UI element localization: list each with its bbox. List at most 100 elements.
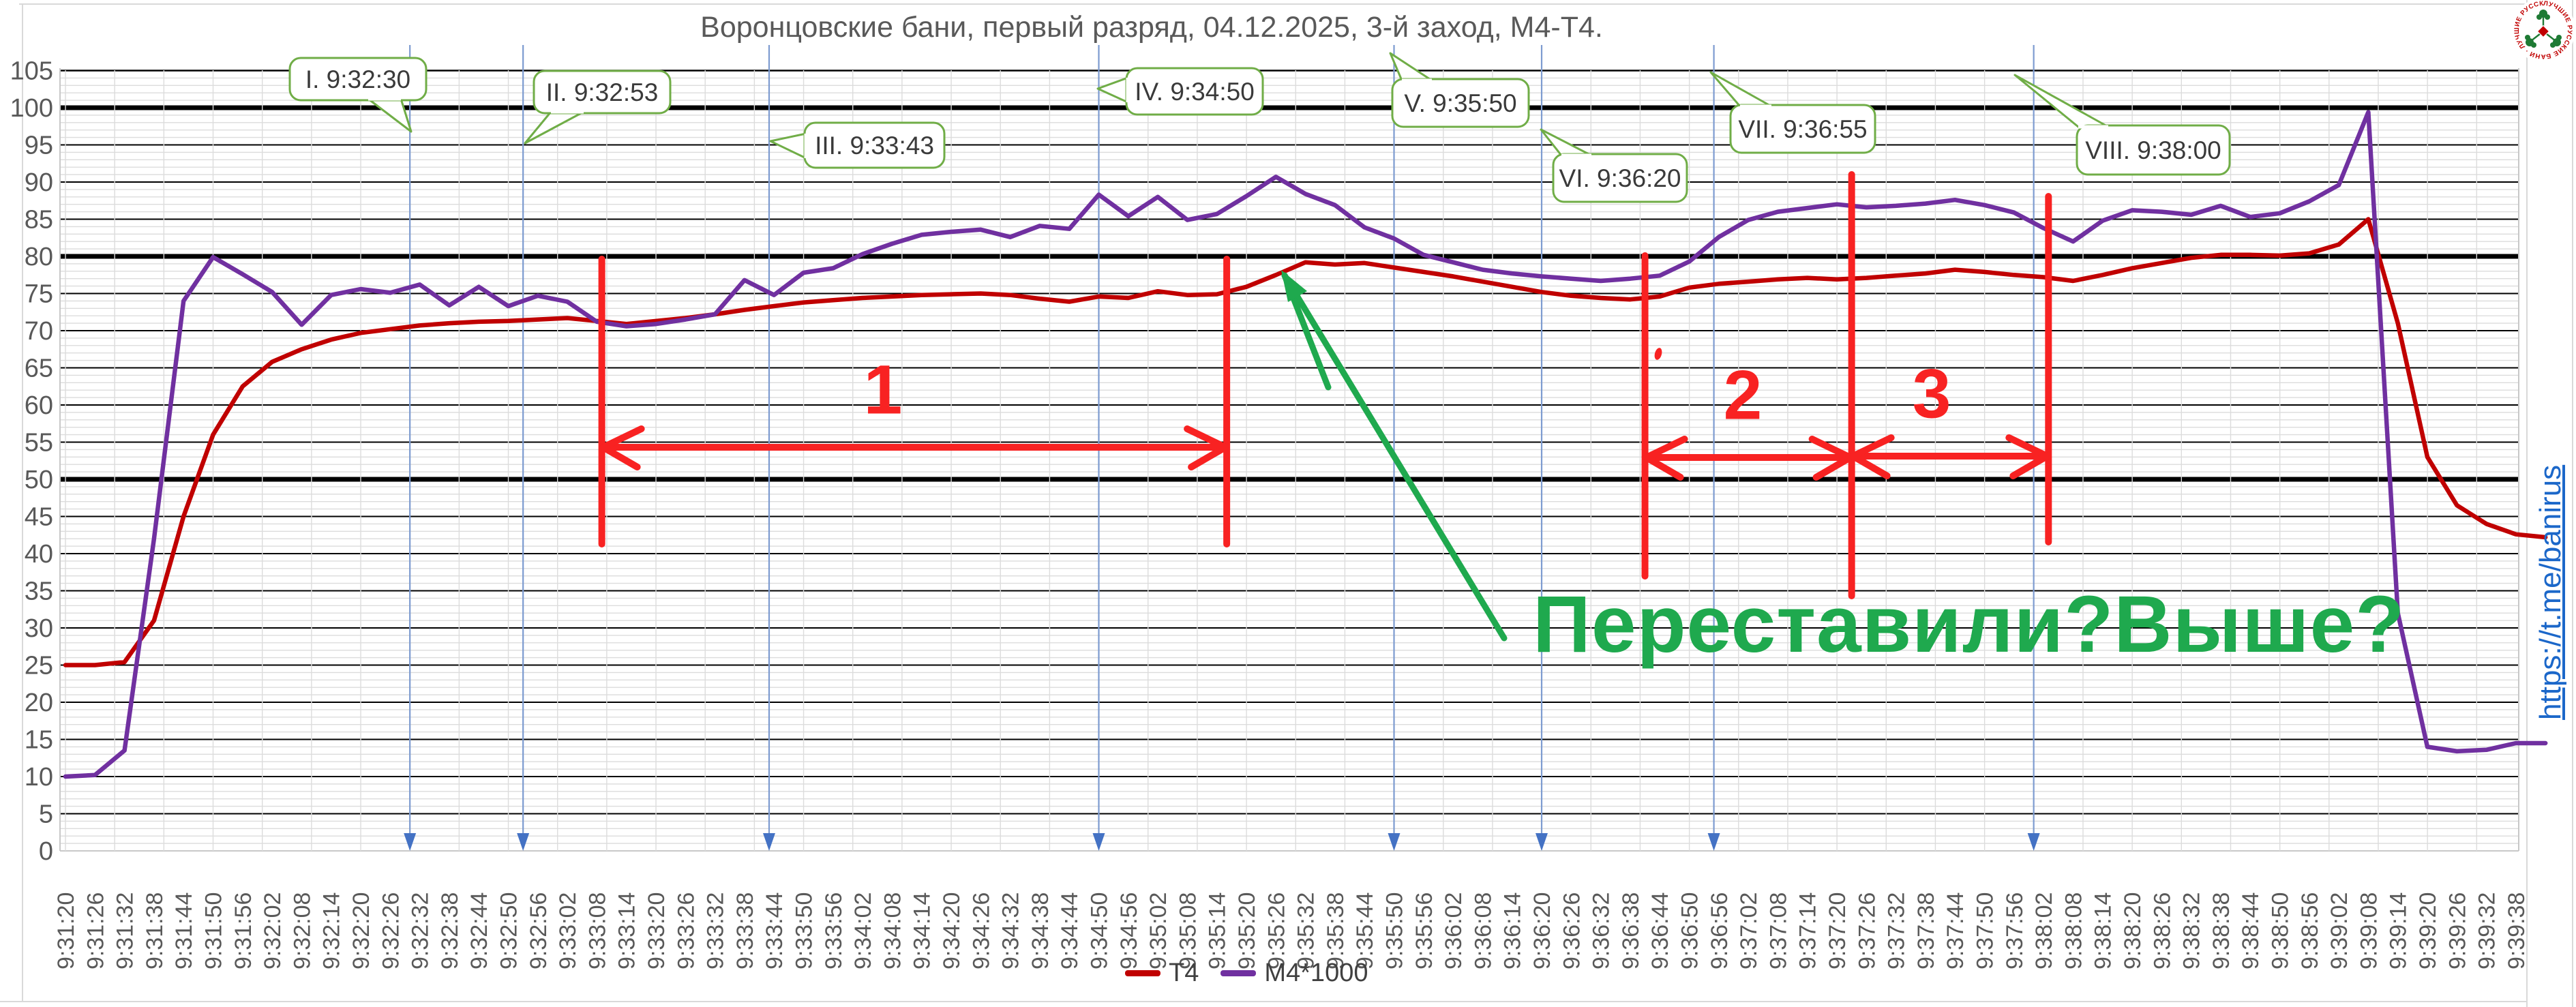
callout-9:33:43: III. 9:33:43 [769, 121, 946, 169]
x-tick-label: 9:33:32 [703, 892, 729, 970]
x-tick-label: 9:37:08 [1765, 892, 1791, 970]
x-tick-label: 9:34:26 [968, 892, 994, 970]
series-Т4 [63, 217, 2548, 667]
y-tick-label: 40 [25, 540, 53, 569]
x-tick-label: 9:34:38 [1028, 892, 1053, 970]
x-tick-label: 9:37:26 [1854, 892, 1880, 970]
x-tick-label: 9:31:32 [113, 892, 138, 970]
callout-label: VIII. 9:38:00 [2085, 136, 2221, 164]
callout-label: IV. 9:34:50 [1135, 78, 1255, 106]
x-tick-label: 9:37:56 [2002, 892, 2028, 970]
timeline-arrowhead [1536, 833, 1548, 851]
x-tick-label: 9:32:32 [408, 892, 434, 970]
x-tick-label: 9:35:26 [1263, 892, 1289, 970]
x-tick-label: 9:38:56 [2297, 892, 2323, 970]
x-tick-label: 9:31:50 [201, 892, 227, 970]
t4-color-dash [1125, 970, 1160, 976]
telegram-link[interactable]: https://t.me/banirus [2534, 464, 2567, 720]
x-tick-label: 9:36:38 [1618, 892, 1644, 970]
y-tick-label: 50 [25, 466, 53, 494]
x-tick-label: 9:32:08 [289, 892, 315, 970]
y-tick-label: 90 [25, 168, 53, 197]
x-tick-label: 9:35:08 [1175, 892, 1201, 970]
callout-label: I. 9:32:30 [305, 65, 410, 93]
x-tick-label: 9:37:20 [1825, 892, 1851, 970]
x-tick-label: 9:39:08 [2356, 892, 2382, 970]
x-tick-label: 9:32:38 [437, 892, 463, 970]
x-tick-label: 9:37:32 [1884, 892, 1910, 970]
y-tick-label: 5 [39, 800, 53, 829]
x-tick-label: 9:35:20 [1234, 892, 1260, 970]
callout-label: VII. 9:36:55 [1738, 115, 1867, 143]
y-tick-label: 20 [25, 689, 53, 717]
x-tick-label: 9:34:32 [998, 892, 1024, 970]
x-tick-label: 9:35:56 [1411, 892, 1437, 970]
x-tick-label: 9:31:20 [53, 892, 79, 970]
x-tick-label: 9:31:26 [83, 892, 108, 970]
timeline-arrowhead [1092, 833, 1105, 851]
x-tick-label: 9:33:56 [821, 892, 847, 970]
y-tick-label: 30 [25, 614, 53, 643]
x-tick-label: 9:33:20 [644, 892, 670, 970]
x-tick-label: 9:37:02 [1736, 892, 1762, 970]
x-tick-label: 9:38:26 [2149, 892, 2175, 970]
x-tick-label: 9:39:38 [2504, 892, 2530, 970]
x-tick-label: 9:37:14 [1795, 892, 1821, 970]
x-tick-label: 9:33:02 [555, 892, 581, 970]
x-tick-label: 9:39:14 [2386, 892, 2412, 970]
y-tick-label: 85 [25, 206, 53, 235]
legend-label-m4: М4*1000 [1264, 959, 1368, 987]
timeline-arrowhead [404, 833, 417, 851]
x-tick-label: 9:32:44 [466, 892, 492, 970]
y-tick-label: 10 [25, 763, 53, 792]
x-tick-label: 9:39:20 [2415, 892, 2441, 970]
x-tick-label: 9:32:26 [378, 892, 404, 970]
callout-label: III. 9:33:43 [815, 132, 934, 160]
legend-item-t4: Т4 [1125, 959, 1199, 988]
y-tick-label: 55 [25, 429, 53, 457]
club-logo: ЛУЧШИЕ РУССКИЕ БАНИ · ЛУЧШИЕ РУССКИЕ БАН… [2511, 0, 2575, 62]
x-tick-label: 9:34:08 [880, 892, 905, 970]
callout-9:34:50: IV. 9:34:50 [1096, 67, 1264, 116]
m4-color-dash [1220, 970, 1257, 976]
x-tick-label: 9:38:14 [2091, 892, 2116, 970]
red-speck [1654, 348, 1662, 360]
x-tick-label: 9:33:14 [614, 892, 640, 970]
callout-9:32:30: I. 9:32:30 [288, 57, 428, 133]
y-tick-label: 100 [10, 94, 53, 123]
x-tick-label: 9:36:50 [1677, 892, 1703, 970]
x-tick-label: 9:36:32 [1589, 892, 1615, 970]
series-М4*1000 [63, 110, 2548, 779]
y-tick-label: 70 [25, 317, 53, 346]
x-tick-label: 9:32:50 [496, 892, 522, 970]
timeline-arrowhead [1388, 833, 1401, 851]
x-tick-label: 9:33:26 [673, 892, 699, 970]
y-tick-label: 75 [25, 280, 53, 309]
x-tick-label: 9:31:56 [230, 892, 256, 970]
x-tick-label: 9:34:20 [939, 892, 965, 970]
interval-2-number: 2 [1723, 356, 1763, 434]
x-tick-label: 9:38:08 [2061, 892, 2086, 970]
frame-left [22, 3, 23, 1001]
timeline-arrowhead [1707, 833, 1720, 851]
legend: Т4 М4*1000 [1125, 959, 1380, 988]
green-arrow-head [1281, 270, 1307, 302]
timeline-arrowhead [762, 833, 775, 851]
x-tick-label: 9:36:08 [1470, 892, 1496, 970]
x-tick-label: 9:32:02 [260, 892, 286, 970]
x-tick-label: 9:38:50 [2268, 892, 2294, 970]
x-tick-label: 9:36:14 [1500, 892, 1526, 970]
callout-9:32:53: II. 9:32:53 [524, 70, 672, 145]
x-tick-label: 9:36:02 [1441, 892, 1467, 970]
y-tick-label: 65 [25, 355, 53, 383]
x-tick-label: 9:34:56 [1116, 892, 1142, 970]
chart-title: Воронцовские бани, первый разряд, 04.12.… [700, 11, 1603, 44]
interval-3-number: 3 [1912, 355, 1951, 433]
callout-9:38:00: VIII. 9:38:00 [2013, 74, 2231, 176]
timeline-arrowhead [517, 833, 530, 851]
logo-brooms-emblem [2525, 10, 2562, 48]
x-tick-label: 9:36:20 [1529, 892, 1555, 970]
interval-1-number: 1 [863, 350, 903, 429]
